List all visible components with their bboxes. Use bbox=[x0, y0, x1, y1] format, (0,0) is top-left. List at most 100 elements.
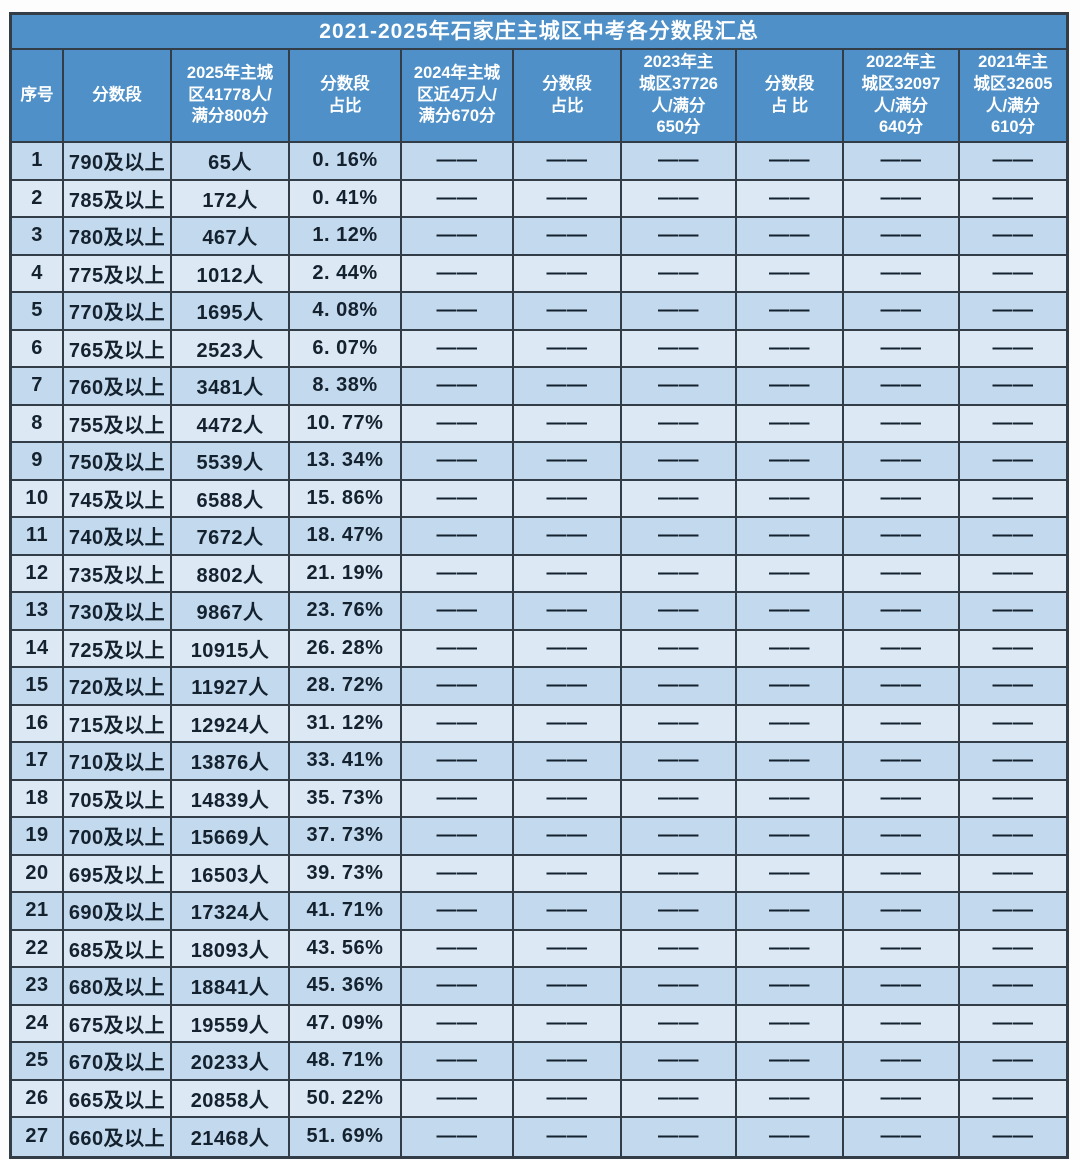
table-cell: —— bbox=[402, 443, 514, 481]
table-cell: 17324人 bbox=[172, 893, 290, 931]
table-cell: —— bbox=[514, 930, 622, 968]
table-cell: 16 bbox=[12, 705, 64, 743]
table-cell: 43. 56% bbox=[290, 930, 402, 968]
table-cell: —— bbox=[844, 143, 960, 181]
table-cell: 27 bbox=[12, 1118, 64, 1156]
table-cell: 31. 12% bbox=[290, 705, 402, 743]
table-cell: —— bbox=[960, 330, 1066, 368]
table-cell: —— bbox=[514, 218, 622, 256]
table-row: 14 725及以上 10915人 26. 28% —— —— —— —— —— —— bbox=[12, 630, 1066, 668]
table-cell: —— bbox=[737, 593, 844, 631]
table-cell: 39. 73% bbox=[290, 855, 402, 893]
table-cell: —— bbox=[960, 1080, 1066, 1118]
table-cell: 700及以上 bbox=[64, 818, 172, 856]
table-cell: 660及以上 bbox=[64, 1118, 172, 1156]
table-cell: —— bbox=[844, 780, 960, 818]
table-cell: 16503人 bbox=[172, 855, 290, 893]
table-cell: —— bbox=[737, 480, 844, 518]
column-header: 分数段 bbox=[64, 50, 172, 143]
table-cell: 705及以上 bbox=[64, 780, 172, 818]
table-cell: —— bbox=[514, 743, 622, 781]
table-cell: —— bbox=[514, 518, 622, 556]
table-cell: —— bbox=[960, 855, 1066, 893]
table-cell: —— bbox=[960, 443, 1066, 481]
table-cell: 12924人 bbox=[172, 705, 290, 743]
table-cell: —— bbox=[514, 555, 622, 593]
table-cell: —— bbox=[622, 1080, 737, 1118]
table-row: 18 705及以上 14839人 35. 73% —— —— —— —— —— —— bbox=[12, 780, 1066, 818]
table-cell: 20 bbox=[12, 855, 64, 893]
table-cell: —— bbox=[737, 180, 844, 218]
table-cell: —— bbox=[737, 518, 844, 556]
table-cell: —— bbox=[737, 143, 844, 181]
table-cell: 8 bbox=[12, 405, 64, 443]
table-cell: 48. 71% bbox=[290, 1043, 402, 1081]
table-cell: —— bbox=[622, 630, 737, 668]
table-cell: 20858人 bbox=[172, 1080, 290, 1118]
table-cell: 23. 76% bbox=[290, 593, 402, 631]
table-cell: —— bbox=[402, 1080, 514, 1118]
table-cell: 13876人 bbox=[172, 743, 290, 781]
table-cell: —— bbox=[844, 218, 960, 256]
table-cell: 10 bbox=[12, 480, 64, 518]
table-cell: —— bbox=[737, 930, 844, 968]
table-cell: —— bbox=[622, 1043, 737, 1081]
table-cell: —— bbox=[960, 818, 1066, 856]
table-row: 23 680及以上 18841人 45. 36% —— —— —— —— —— —— bbox=[12, 968, 1066, 1006]
table-cell: 685及以上 bbox=[64, 930, 172, 968]
table-cell: 1012人 bbox=[172, 255, 290, 293]
table-cell: 19 bbox=[12, 818, 64, 856]
table-cell: 710及以上 bbox=[64, 743, 172, 781]
table-cell: —— bbox=[622, 405, 737, 443]
table-cell: —— bbox=[737, 630, 844, 668]
table-cell: —— bbox=[402, 1005, 514, 1043]
table-cell: 1695人 bbox=[172, 293, 290, 331]
table-cell: —— bbox=[514, 780, 622, 818]
table-cell: 730及以上 bbox=[64, 593, 172, 631]
table-cell: —— bbox=[844, 818, 960, 856]
table-cell: 8. 38% bbox=[290, 368, 402, 406]
table-row: 6 765及以上 2523人 6. 07% —— —— —— —— —— —— bbox=[12, 330, 1066, 368]
table-cell: —— bbox=[960, 368, 1066, 406]
table-cell: —— bbox=[960, 1005, 1066, 1043]
table-cell: —— bbox=[622, 480, 737, 518]
table-cell: —— bbox=[402, 143, 514, 181]
table-cell: —— bbox=[960, 630, 1066, 668]
table-cell: —— bbox=[960, 743, 1066, 781]
table-cell: —— bbox=[622, 1118, 737, 1156]
table-cell: —— bbox=[960, 930, 1066, 968]
table-cell: 690及以上 bbox=[64, 893, 172, 931]
table-cell: —— bbox=[622, 818, 737, 856]
table-cell: —— bbox=[844, 668, 960, 706]
table-cell: —— bbox=[622, 968, 737, 1006]
table-cell: —— bbox=[737, 1118, 844, 1156]
table-cell: 65人 bbox=[172, 143, 290, 181]
table-cell: 21 bbox=[12, 893, 64, 931]
table-cell: 6. 07% bbox=[290, 330, 402, 368]
table-cell: —— bbox=[622, 893, 737, 931]
table-cell: 2. 44% bbox=[290, 255, 402, 293]
table-cell: —— bbox=[514, 1118, 622, 1156]
table-cell: —— bbox=[402, 780, 514, 818]
table-cell: —— bbox=[737, 1080, 844, 1118]
table-cell: 7672人 bbox=[172, 518, 290, 556]
table-row: 16 715及以上 12924人 31. 12% —— —— —— —— —— —— bbox=[12, 705, 1066, 743]
table-cell: —— bbox=[402, 630, 514, 668]
table-cell: —— bbox=[402, 668, 514, 706]
table-cell: 3481人 bbox=[172, 368, 290, 406]
table-cell: 765及以上 bbox=[64, 330, 172, 368]
table-row: 9 750及以上 5539人 13. 34% —— —— —— —— —— —— bbox=[12, 443, 1066, 481]
table-cell: —— bbox=[514, 1005, 622, 1043]
table-row: 25 670及以上 20233人 48. 71% —— —— —— —— —— —— bbox=[12, 1043, 1066, 1081]
table-cell: —— bbox=[622, 368, 737, 406]
table-cell: —— bbox=[402, 218, 514, 256]
score-summary-table: 2021-2025年石家庄主城区中考各分数段汇总 序号 分数段 2025年主城 区4… bbox=[9, 12, 1069, 1159]
table-row: 27 660及以上 21468人 51. 69% —— —— —— —— —— —— bbox=[12, 1118, 1066, 1156]
table-cell: 735及以上 bbox=[64, 555, 172, 593]
table-body: 1 790及以上 65人 0. 16% —— —— —— —— —— —— 2 785及以上 172人 0… bbox=[12, 143, 1066, 1156]
table-cell: 2 bbox=[12, 180, 64, 218]
table-cell: —— bbox=[844, 1043, 960, 1081]
table-cell: —— bbox=[514, 368, 622, 406]
table-cell: —— bbox=[844, 855, 960, 893]
table-cell: —— bbox=[844, 705, 960, 743]
